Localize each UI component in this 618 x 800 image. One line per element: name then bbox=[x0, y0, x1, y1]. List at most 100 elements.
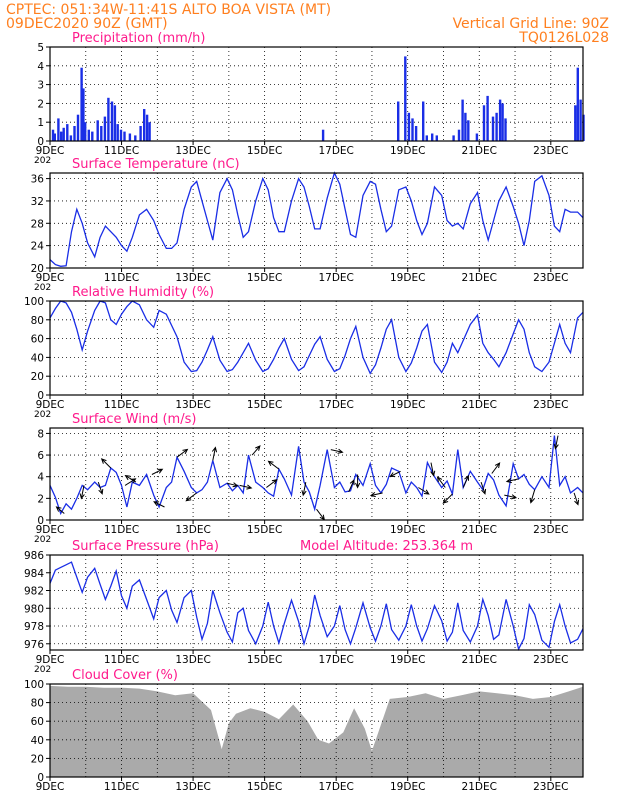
y-tick-label: 1 bbox=[37, 117, 44, 129]
x-tick-label: 23DEC bbox=[533, 145, 568, 157]
precipitation-bar bbox=[119, 129, 123, 141]
precipitation-bar bbox=[69, 135, 73, 141]
precipitation-bar bbox=[407, 112, 411, 141]
wind-vector bbox=[529, 489, 536, 504]
precipitation-bar bbox=[404, 56, 407, 141]
x-tick-label: 15DEC bbox=[247, 781, 282, 793]
series-line-pressure bbox=[49, 561, 584, 651]
x-tick-label: 21DEC bbox=[462, 272, 497, 284]
panel-frame bbox=[49, 46, 584, 142]
cloud-cover-area bbox=[50, 685, 583, 777]
precipitation-bar bbox=[51, 129, 55, 141]
precipitation-bar bbox=[452, 135, 455, 141]
y-tick-label: 32 bbox=[31, 196, 44, 208]
precipitation-bar bbox=[128, 133, 132, 141]
wind-vector bbox=[553, 435, 559, 450]
wind-vector bbox=[185, 492, 197, 502]
wind-vector bbox=[355, 474, 361, 489]
x-tick-label: 17DEC bbox=[318, 524, 353, 536]
y-tick-label: 20 bbox=[31, 263, 44, 275]
x-year-label: 202 bbox=[34, 410, 51, 420]
precipitation-bar bbox=[96, 120, 99, 141]
y-tick-label: 80 bbox=[31, 315, 44, 327]
panel-precipitation: 0 1 2 3 4 5 Precipitation (mm/h) 9DEC 11DEC 13DEC… bbox=[34, 31, 585, 166]
x-tick-label: 11DEC bbox=[104, 654, 139, 666]
x-year-label: 202 bbox=[34, 535, 51, 545]
y-tick-label: 20 bbox=[31, 371, 44, 383]
wind-vector bbox=[79, 485, 85, 500]
x-tick-label: 17DEC bbox=[318, 272, 353, 284]
x-tick-label: 15DEC bbox=[247, 399, 282, 411]
precipitation-bar bbox=[53, 133, 56, 141]
y-tick-label: 4 bbox=[37, 472, 44, 484]
wind-vector bbox=[436, 476, 446, 488]
x-tick-label: 19DEC bbox=[390, 145, 425, 157]
x-tick-label: 13DEC bbox=[175, 781, 210, 793]
y-tick-label: 0 bbox=[37, 772, 44, 784]
precipitation-bar bbox=[425, 135, 428, 141]
wind-vector bbox=[418, 487, 430, 495]
panel-cloud-cover: 0 20 40 60 80 100 Cloud Cover (%) 9DEC 11DEC 13DE… bbox=[24, 668, 584, 793]
y-tick-label: 28 bbox=[31, 218, 44, 230]
precipitation-bar bbox=[113, 105, 117, 141]
x-tick-label: 19DEC bbox=[390, 524, 425, 536]
x-tick-label: 23DEC bbox=[533, 781, 568, 793]
precipitation-bar bbox=[143, 109, 146, 141]
y-tick-label: 0 bbox=[37, 515, 44, 527]
precipitation-bar bbox=[411, 118, 414, 141]
y-tick-label: 36 bbox=[31, 174, 45, 186]
x-tick-label: 13DEC bbox=[175, 272, 210, 284]
series-line-wind bbox=[49, 435, 584, 516]
precipitation-bar bbox=[576, 67, 579, 141]
panel-frame bbox=[49, 554, 584, 651]
wind-vector bbox=[369, 492, 383, 498]
x-tick-label: 9DEC bbox=[36, 145, 65, 157]
y-tick-label: 5 bbox=[37, 42, 44, 54]
precipitation-bar bbox=[457, 129, 461, 141]
wind-vector bbox=[491, 462, 501, 474]
header-grid-line: Vertical Grid Line: 90Z bbox=[453, 16, 609, 32]
wind-vector bbox=[55, 506, 65, 514]
x-tick-label: 11DEC bbox=[104, 781, 139, 793]
y-tick-label: 4 bbox=[37, 61, 44, 73]
wind-vector bbox=[330, 448, 344, 454]
x-tick-label: 9DEC bbox=[36, 524, 65, 536]
y-tick-label: 986 bbox=[24, 550, 44, 562]
header-model: TQ0126L028 bbox=[518, 30, 609, 46]
y-tick-label: 24 bbox=[31, 241, 45, 253]
y-tick-label: 2 bbox=[37, 98, 44, 110]
precipitation-bar bbox=[84, 122, 87, 141]
x-tick-label: 23DEC bbox=[533, 399, 568, 411]
panel-temperature: 20 24 28 32 36 Surface Temperature (nC) 9DEC 11… bbox=[31, 157, 584, 293]
precipitation-bar bbox=[414, 126, 418, 141]
x-tick-label: 19DEC bbox=[390, 272, 425, 284]
precipitation-bar bbox=[62, 127, 65, 141]
wind-vector bbox=[301, 482, 307, 497]
precipitation-bar bbox=[464, 112, 467, 141]
x-tick-label: 11DEC bbox=[104, 524, 139, 536]
precipitation-bar bbox=[475, 133, 479, 141]
wind-vector bbox=[442, 493, 453, 504]
precipitation-bar bbox=[491, 116, 495, 141]
header-station: CPTEC: 051:34W-11:41S ALTO BOA VISTA (MT… bbox=[6, 2, 331, 18]
wind-vector bbox=[97, 481, 104, 495]
precipitation-bar bbox=[116, 124, 119, 141]
precipitation-bar bbox=[100, 126, 103, 141]
series-line-temperature bbox=[49, 171, 584, 267]
x-tick-label: 9DEC bbox=[36, 654, 65, 666]
x-tick-label: 15DEC bbox=[247, 524, 282, 536]
panel-frame bbox=[49, 427, 584, 521]
x-tick-label: 23DEC bbox=[533, 272, 568, 284]
precipitation-bar bbox=[82, 88, 85, 141]
wind-vector bbox=[239, 484, 253, 490]
x-tick-label: 23DEC bbox=[533, 524, 568, 536]
x-tick-label: 11DEC bbox=[104, 399, 139, 411]
y-tick-label: 976 bbox=[24, 639, 44, 651]
x-year-label: 202 bbox=[34, 665, 51, 675]
y-tick-label: 3 bbox=[37, 80, 44, 92]
x-tick-label: 17DEC bbox=[318, 399, 353, 411]
y-tick-label: 60 bbox=[31, 334, 44, 346]
precipitation-bar bbox=[397, 101, 400, 141]
precipitation-bar bbox=[76, 114, 80, 141]
